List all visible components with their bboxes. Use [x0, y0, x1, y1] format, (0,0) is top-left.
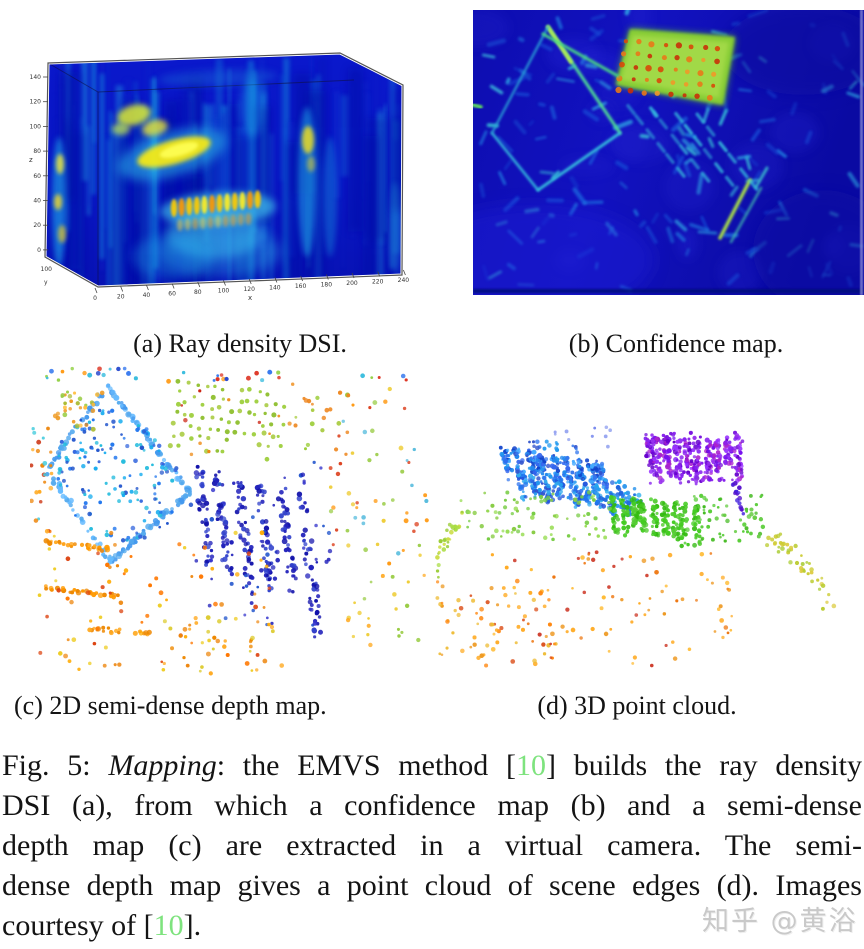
- svg-text:60: 60: [33, 173, 41, 180]
- svg-text:y: y: [44, 279, 48, 286]
- panel-3d-point-cloud: [432, 366, 864, 680]
- svg-text:220: 220: [372, 279, 384, 286]
- svg-text:0: 0: [93, 295, 97, 302]
- caption-segment: Fig. 5:: [2, 749, 109, 782]
- caption-line: courtesy of [10].: [2, 906, 862, 946]
- citation-link[interactable]: 10: [153, 909, 184, 942]
- svg-text:240: 240: [398, 277, 410, 284]
- svg-text:100: 100: [41, 266, 53, 273]
- point-cloud-scatter: [432, 366, 864, 680]
- confidence-map-image: [473, 10, 864, 295]
- svg-text:120: 120: [243, 286, 255, 293]
- caption-segment: DSI (a), from which a confidence map (b)…: [2, 789, 862, 822]
- caption-segment: Mapping: [108, 749, 217, 782]
- svg-text:20: 20: [33, 222, 41, 229]
- panel-2d-depth-map: [30, 366, 432, 680]
- panel-confidence-map: [473, 10, 864, 295]
- watermark: 知乎 @黄浴: [702, 906, 858, 937]
- svg-text:80: 80: [194, 289, 202, 296]
- svg-text:160: 160: [295, 283, 307, 290]
- svg-text:x: x: [248, 294, 252, 302]
- caption-line: Fig. 5: Mapping: the EMVS method [10] bu…: [2, 746, 862, 786]
- subcaption-d: (d) 3D point cloud.: [537, 691, 737, 720]
- caption-segment: depth map (c) are extracted in a virtual…: [2, 829, 862, 862]
- depth-map-scatter: [30, 366, 432, 680]
- caption-line: DSI (a), from which a confidence map (b)…: [2, 786, 862, 826]
- svg-text:0: 0: [37, 247, 41, 254]
- svg-text:100: 100: [218, 288, 230, 295]
- subcaption-a: (a) Ray density DSI.: [133, 329, 347, 358]
- svg-text:140: 140: [269, 285, 281, 292]
- subcaption-c: (c) 2D semi-dense depth map.: [14, 691, 327, 720]
- caption-segment: ] builds the ray density: [546, 749, 863, 782]
- svg-text:40: 40: [143, 292, 151, 299]
- figure-caption: Fig. 5: Mapping: the EMVS method [10] bu…: [2, 746, 862, 946]
- caption-segment: : the EMVS method [: [216, 749, 517, 782]
- svg-text:80: 80: [33, 148, 41, 155]
- caption-segment: ].: [183, 909, 202, 942]
- svg-text:20: 20: [117, 294, 125, 301]
- caption-line: depth map (c) are extracted in a virtual…: [2, 826, 862, 866]
- svg-text:40: 40: [33, 198, 41, 205]
- svg-text:60: 60: [168, 291, 176, 298]
- svg-text:180: 180: [321, 282, 333, 289]
- caption-segment: courtesy of [: [2, 909, 154, 942]
- svg-text:120: 120: [30, 99, 42, 106]
- panel-ray-density-dsi: 140 120 100 80 60 40 20 0 0 20 40 60 80 100 120 140 160 1…: [22, 12, 445, 314]
- citation-link[interactable]: 10: [516, 749, 547, 782]
- caption-line: dense depth map gives a point cloud of s…: [2, 866, 862, 906]
- svg-text:100: 100: [30, 123, 42, 130]
- subcaption-b: (b) Confidence map.: [568, 329, 784, 358]
- caption-segment: dense depth map gives a point cloud of s…: [2, 869, 862, 902]
- svg-text:140: 140: [30, 74, 42, 81]
- svg-text:200: 200: [346, 280, 358, 287]
- svg-text:z: z: [29, 156, 33, 164]
